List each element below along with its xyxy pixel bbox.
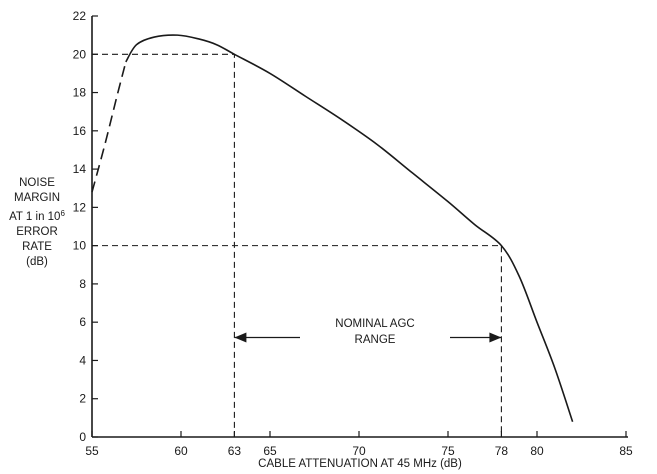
y-tick-label: 14 — [73, 162, 87, 176]
y-tick-label: 2 — [79, 392, 86, 406]
y-axis-label-line: RATE — [22, 241, 52, 253]
noise-margin-curve — [125, 34, 574, 422]
y-axis-label: NOISE MARGIN AT 1 in 106 ERROR RATE (dB) — [4, 176, 70, 270]
y-tick-label: 0 — [79, 430, 86, 444]
y-axis-label-line: NOISE — [19, 177, 55, 189]
y-tick-label: 12 — [73, 200, 87, 214]
y-tick-label: 8 — [79, 277, 86, 291]
x-tick-label: 60 — [174, 444, 188, 458]
y-axis-label-line: ERROR — [16, 226, 58, 238]
curve-dashed-segment — [91, 61, 127, 193]
y-tick-label: 22 — [73, 9, 87, 23]
x-tick-label: 55 — [85, 444, 99, 458]
y-tick-label: 6 — [79, 315, 86, 329]
x-tick-label: 70 — [352, 444, 366, 458]
x-tick-label: 80 — [530, 444, 544, 458]
x-tick-label: 75 — [441, 444, 455, 458]
agc-range-arrowhead-right — [489, 332, 502, 343]
y-axis-label-superscript: 6 — [60, 209, 65, 218]
y-axis-label-line: MARGIN — [14, 192, 60, 204]
y-axis-label-line: AT 1 in 106 — [4, 206, 70, 225]
x-tick-label: 65 — [263, 444, 277, 458]
agc-range-annotation: NOMINAL AGC RANGE — [300, 316, 450, 348]
y-tick-label: 10 — [73, 239, 87, 253]
y-axis-label-line: (dB) — [26, 256, 48, 268]
agc-range-arrowhead-left — [234, 332, 247, 343]
x-tick-label: 78 — [495, 444, 509, 458]
y-tick-label: 20 — [73, 47, 87, 61]
y-tick-label: 18 — [73, 86, 87, 100]
x-tick-label: 63 — [228, 444, 242, 458]
agc-range-label-line: RANGE — [354, 334, 396, 346]
y-tick-label: 16 — [73, 124, 87, 138]
y-axis-label-text: AT 1 in 10 — [9, 211, 61, 223]
x-axis-label: CABLE ATTENUATION AT 45 MHz (dB) — [258, 458, 462, 470]
x-tick-label: 85 — [619, 444, 633, 458]
y-tick-label: 4 — [79, 353, 86, 367]
agc-range-label-line: NOMINAL AGC — [335, 318, 415, 330]
